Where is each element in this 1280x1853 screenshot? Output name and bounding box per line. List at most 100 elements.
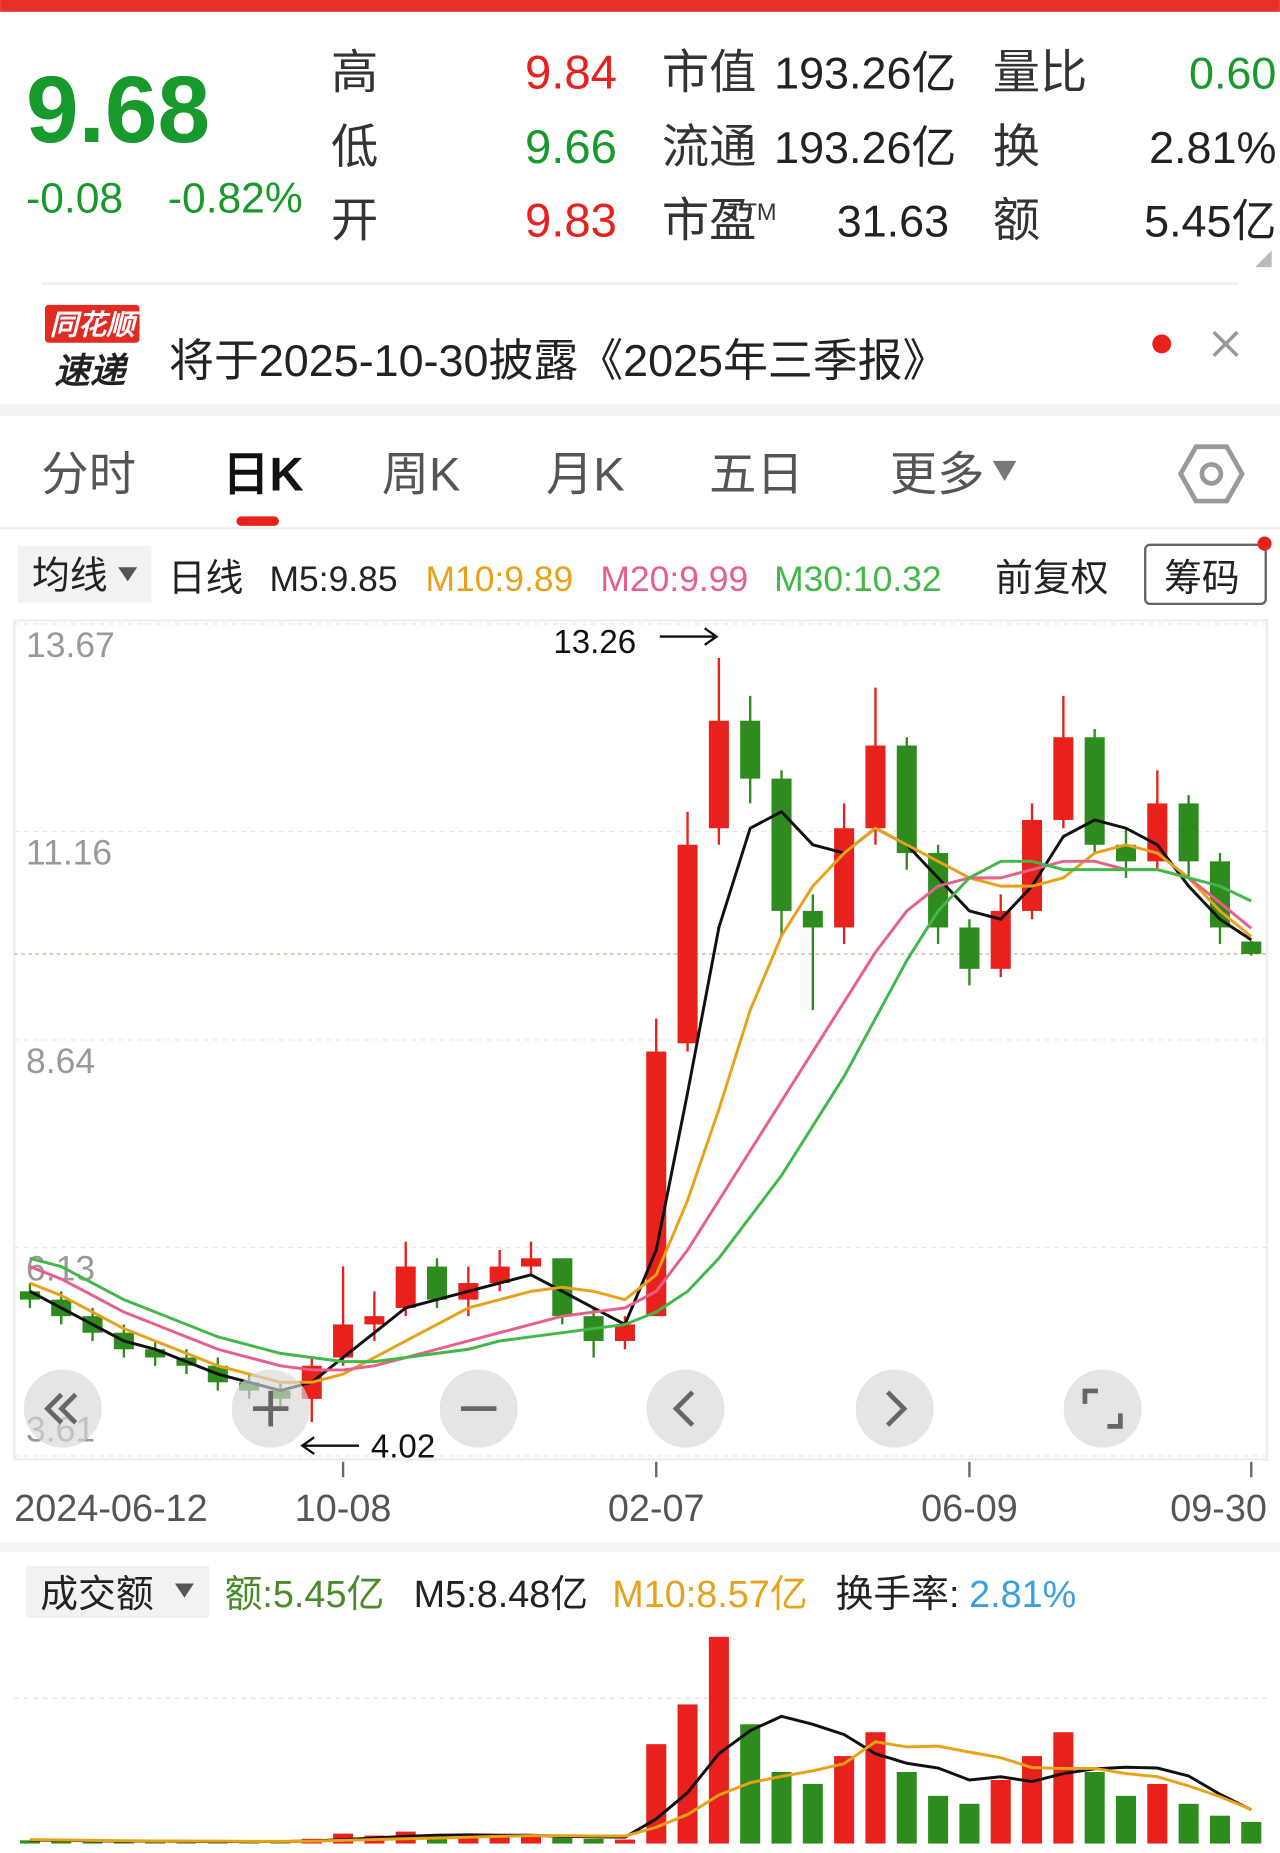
ma-line (29, 859, 1253, 1372)
tab-active[interactable]: 日K (222, 448, 303, 501)
market-sup: TTM (728, 200, 777, 226)
icon-right (885, 1390, 908, 1427)
candle-body (646, 1051, 667, 1317)
tab-underline (236, 516, 279, 526)
vol-ma-line (29, 1740, 1252, 1843)
candle-body (990, 910, 1011, 969)
ma-line (29, 859, 1252, 1364)
ma-menu-caret (118, 567, 138, 582)
volume-bar (82, 1841, 103, 1844)
market-label: 流通 (662, 121, 757, 174)
y-tick-label: 11.16 (26, 833, 112, 873)
volume-bar (1022, 1756, 1043, 1844)
candle-body (427, 1266, 448, 1300)
volume-bar (1115, 1795, 1137, 1844)
tab[interactable]: 五日 (709, 448, 804, 501)
settings-icon[interactable] (1177, 444, 1245, 504)
other-value: 5.45亿 (1144, 195, 1276, 246)
volume-bar (1053, 1732, 1074, 1844)
candle-body (333, 1324, 354, 1358)
chips[interactable]: 筹码 (1164, 558, 1240, 600)
btn-next[interactable] (855, 1369, 934, 1448)
news-badge (44, 304, 140, 343)
volume-bar (427, 1836, 448, 1844)
volume-bar (928, 1795, 949, 1844)
candle-body (802, 910, 823, 928)
x-tick-label: 02-07 (608, 1488, 705, 1530)
ma-value: M5:9.85 (270, 559, 398, 599)
x-tick-label: 09-30 (1170, 1488, 1267, 1530)
volume-bar (51, 1841, 72, 1844)
volume-bar (990, 1779, 1011, 1844)
section-gap (0, 1542, 1280, 1552)
icon-rewind (44, 1392, 78, 1425)
high-label: 13.26 (553, 624, 636, 661)
news-badge-bottom: 速递 (54, 351, 128, 391)
candle-body (1053, 737, 1074, 820)
volume-bar (834, 1756, 855, 1844)
candle-body (677, 844, 698, 1044)
candle-body (1115, 844, 1137, 862)
low-arrow (300, 1436, 360, 1455)
y-tick-label: 8.64 (26, 1041, 95, 1081)
btn-fullscreen[interactable] (1063, 1369, 1142, 1448)
candle-body (1241, 941, 1262, 954)
ma-line (29, 809, 1253, 1393)
market-value: 193.26亿 (774, 122, 956, 173)
tab[interactable]: 更多 (890, 448, 985, 501)
more-caret (992, 460, 1017, 481)
candle-body (896, 745, 917, 854)
ma-value: M10:9.89 (426, 559, 574, 599)
stat-label: 开 (331, 194, 378, 247)
candle-body (708, 720, 729, 829)
ma-value: M20:9.99 (600, 559, 748, 599)
volume-bar (646, 1744, 667, 1844)
volume-bar (19, 1840, 40, 1844)
adjust[interactable]: 前复权 (995, 558, 1108, 600)
candle-body (1022, 819, 1043, 911)
tab[interactable]: 月K (546, 448, 625, 501)
market-label: 市值 (662, 47, 757, 100)
vol-menu-caret (174, 1583, 194, 1598)
volume-bar (1209, 1815, 1230, 1844)
volume-bar (614, 1839, 635, 1844)
tab[interactable]: 分时 (41, 448, 136, 501)
candle-body (395, 1266, 416, 1308)
x-tick-label: 2024-06-12 (14, 1488, 207, 1530)
chips-box[interactable] (1144, 543, 1267, 606)
close-news[interactable] (1212, 330, 1239, 357)
stat-label: 低 (331, 121, 378, 174)
unread-dot (1152, 334, 1172, 354)
low-label: 4.02 (371, 1428, 435, 1465)
turnover-label: 换手率: (836, 1574, 960, 1616)
expand-corner[interactable] (1255, 250, 1272, 268)
volume-bar (458, 1837, 479, 1844)
volume-bar (677, 1704, 698, 1844)
settings-icon-hole (1199, 462, 1224, 486)
candle-body (959, 927, 980, 969)
volume-bar (802, 1783, 823, 1844)
volume-bar (896, 1771, 917, 1844)
news-text[interactable]: 将于2025-10-30披露《2025年三季报》 (169, 335, 947, 386)
other-value: 2.81% (1149, 122, 1276, 173)
tab[interactable]: 周K (382, 448, 461, 501)
volume-bar (1084, 1771, 1105, 1844)
icon-plus (252, 1390, 289, 1427)
volume-bar (771, 1771, 792, 1844)
other-value: 0.60 (1189, 48, 1276, 99)
x-tick-label: 06-09 (921, 1488, 1018, 1530)
candle-body (364, 1316, 385, 1325)
candle-body (1147, 803, 1168, 862)
volume-bar (708, 1636, 729, 1844)
btn-prev[interactable] (646, 1369, 725, 1448)
vol-menu-box[interactable] (26, 1565, 210, 1618)
volume-bar (959, 1803, 980, 1844)
news-badge-top: 同花顺 (50, 309, 141, 341)
candle-body (834, 828, 855, 928)
vol-menu[interactable]: 成交额 (40, 1574, 153, 1616)
other-label: 量比 (993, 47, 1088, 100)
high-arrow (659, 627, 719, 646)
ma-menu[interactable]: 均线 (32, 556, 108, 598)
stat-value: 9.83 (525, 194, 617, 247)
